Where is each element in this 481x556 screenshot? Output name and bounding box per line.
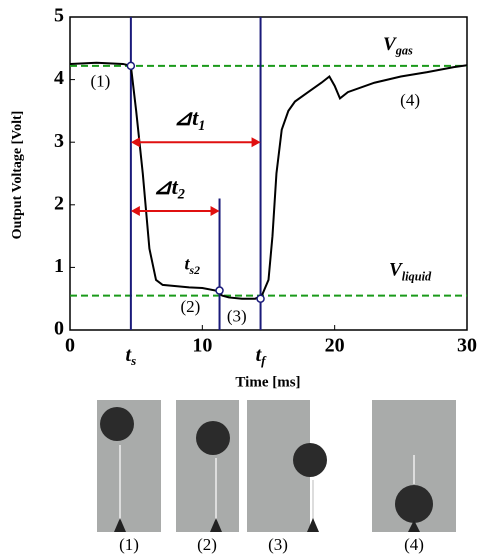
- annotation: (4): [400, 90, 420, 109]
- event-label: tf: [256, 344, 268, 368]
- nozzle: [307, 518, 319, 532]
- reference-label-sub: gas: [395, 43, 413, 57]
- photo-caption: (1): [119, 535, 139, 554]
- photo-caption: (2): [197, 535, 217, 554]
- plot-frame: [69, 16, 468, 331]
- interval-label: ⊿t2: [153, 174, 185, 203]
- photo-caption: (4): [404, 535, 424, 554]
- droplet: [293, 443, 327, 477]
- droplet: [100, 407, 134, 441]
- nozzle: [210, 518, 222, 532]
- event-label-sub: s2: [189, 264, 201, 277]
- reference-label: Vliquid: [389, 260, 432, 283]
- y-tick-label: 2: [54, 192, 64, 214]
- event-label-sub: f: [261, 353, 267, 368]
- interval-label-sub: 1: [198, 118, 205, 134]
- event-label-main: t: [185, 254, 191, 274]
- droplet: [395, 485, 433, 523]
- x-tick-label: 0: [65, 335, 75, 357]
- event-point: [126, 61, 136, 71]
- x-axis-title: Time [ms]: [235, 374, 300, 390]
- event-point: [256, 294, 265, 303]
- reference-label-main: V: [383, 34, 397, 55]
- y-tick-label: 3: [54, 130, 64, 152]
- event-point: [215, 286, 224, 295]
- interval-label-main: ⊿t: [153, 174, 178, 199]
- y-axis-title: Output Voltage [Volt]: [10, 111, 25, 240]
- annotation: (2): [181, 297, 201, 316]
- reference-label: Vgas: [383, 34, 413, 57]
- event-label: ts: [126, 344, 137, 368]
- droplet: [196, 421, 230, 455]
- event-label-main: t: [126, 344, 133, 366]
- arrow-head: [130, 206, 220, 217]
- reference-label-main: V: [389, 260, 403, 281]
- annotation: (1): [91, 72, 111, 91]
- y-tick-label: 4: [54, 67, 64, 89]
- y-tick-label: 5: [54, 5, 64, 27]
- y-tick-label: 0: [54, 318, 64, 340]
- y-tick-label: 1: [54, 255, 64, 277]
- nozzle: [114, 518, 126, 532]
- x-tick-label: 10: [192, 335, 212, 357]
- interval-label-main: ⊿t: [174, 105, 199, 130]
- photo: [176, 400, 239, 532]
- nozzle: [408, 520, 420, 532]
- reference-label-sub: liquid: [402, 269, 432, 283]
- interval-label-sub: 2: [177, 187, 185, 203]
- event-label-sub: s: [130, 353, 136, 368]
- interval-label: ⊿t1: [174, 105, 206, 134]
- annotation: (3): [227, 306, 247, 325]
- x-tick-label: 30: [457, 335, 477, 357]
- photo-caption: (3): [268, 535, 288, 554]
- event-label-main: t: [256, 344, 263, 366]
- event-label: ts2: [185, 254, 201, 277]
- x-tick-label: 20: [325, 335, 345, 357]
- photos: [97, 400, 456, 532]
